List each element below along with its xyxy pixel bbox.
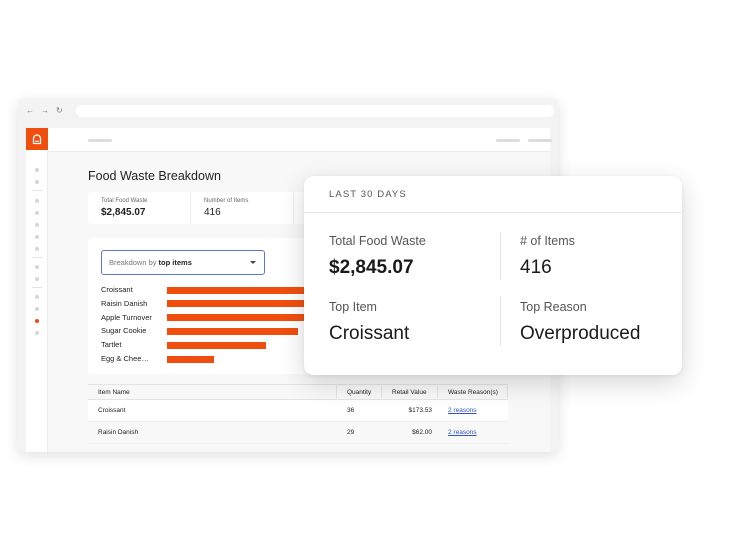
sidebar-item[interactable] <box>35 247 39 251</box>
stat-total-food-waste: Total Food Waste $2,845.07 <box>88 192 191 224</box>
summary-label: # of Items <box>520 234 575 248</box>
bar[interactable] <box>167 314 308 322</box>
header-placeholder[interactable] <box>496 139 520 142</box>
reasons-link[interactable]: 2 reasons <box>448 429 477 436</box>
sidebar-divider <box>32 190 42 191</box>
summary-number-of-items: # of Items 416 <box>520 234 575 279</box>
bar-label: Sugar Cookie <box>101 326 147 336</box>
sidebar-divider <box>32 257 42 258</box>
sidebar-item[interactable] <box>35 235 39 239</box>
sidebar-item[interactable] <box>35 180 39 184</box>
waste-reasons-cell: 2 reasons <box>438 429 508 436</box>
app-header <box>48 128 552 152</box>
summary-label: Top Reason <box>520 300 587 314</box>
bar-label: Croissant <box>101 285 133 294</box>
bar-label: Tartlet <box>101 340 122 350</box>
sidebar-item[interactable] <box>35 265 39 269</box>
summary-divider <box>500 232 501 280</box>
summary-total-food-waste: Total Food Waste $2,845.07 <box>329 234 426 279</box>
sidebar-item[interactable] <box>35 307 39 311</box>
table-row[interactable]: Raisin Danish 29 $62.00 2 reasons <box>88 422 508 444</box>
sidebar-item[interactable] <box>35 223 39 227</box>
table-header: Item Name Quantity Retail Value Waste Re… <box>88 384 508 400</box>
chef-hat-icon <box>32 134 42 145</box>
chevron-down-icon <box>250 261 256 264</box>
sidebar-item[interactable] <box>35 277 39 281</box>
browser-toolbar: ← → ↻ <box>18 98 558 124</box>
app-logo-icon[interactable] <box>26 128 48 150</box>
back-arrow-icon[interactable]: ← <box>26 106 34 115</box>
bar[interactable] <box>167 341 266 349</box>
bar-label: Egg & Chee… <box>101 354 149 363</box>
bar[interactable] <box>167 286 308 294</box>
item-name-cell: Raisin Danish <box>98 429 139 436</box>
column-header-quantity[interactable]: Quantity <box>337 385 382 399</box>
waste-reasons-cell: 2 reasons <box>438 407 508 414</box>
stat-value: 416 <box>204 207 221 218</box>
sidebar-divider <box>32 287 42 288</box>
forward-arrow-icon[interactable]: → <box>41 106 49 115</box>
sidebar-item[interactable] <box>35 331 39 335</box>
summary-value: Croissant <box>329 323 410 344</box>
bar[interactable] <box>167 327 298 335</box>
item-name-cell: Croissant <box>98 407 126 414</box>
bar[interactable] <box>167 355 214 363</box>
summary-value: Overproduced <box>520 323 641 344</box>
summary-label: Total Food Waste <box>329 234 426 248</box>
stat-number-of-items: Number of Items 416 <box>191 192 294 224</box>
summary-top-item: Top Item Croissant <box>329 300 409 345</box>
header-placeholder <box>88 139 112 142</box>
sidebar-item[interactable] <box>35 211 39 215</box>
summary-divider <box>500 296 501 346</box>
refresh-icon[interactable]: ↻ <box>56 106 63 115</box>
bar[interactable] <box>167 300 308 308</box>
quantity-cell: 36 <box>347 407 355 414</box>
stat-label: Total Food Waste <box>101 198 148 204</box>
breakdown-dropdown[interactable]: Breakdown by top items <box>101 250 265 275</box>
summary-card: LAST 30 DAYS Total Food Waste $2,845.07 … <box>304 176 682 375</box>
waste-table: Item Name Quantity Retail Value Waste Re… <box>88 384 508 444</box>
bar-label: Apple Turnover <box>101 312 152 322</box>
retail-value-cell: $173.53 <box>408 407 433 414</box>
quantity-cell: 29 <box>347 429 355 436</box>
address-bar[interactable] <box>75 105 554 117</box>
column-header-item-name[interactable]: Item Name <box>88 385 337 399</box>
summary-label: Top Item <box>329 300 377 314</box>
reasons-link[interactable]: 2 reasons <box>448 407 477 414</box>
app-sidebar <box>26 128 48 452</box>
retail-value-cell: $62.00 <box>412 429 432 436</box>
header-placeholder[interactable] <box>528 139 552 142</box>
table-row[interactable]: Croissant 36 $173.53 2 reasons <box>88 400 508 422</box>
sidebar-item[interactable] <box>35 168 39 172</box>
stat-value: $2,845.07 <box>101 207 146 218</box>
bar-label: Raisin Danish <box>101 298 148 308</box>
column-header-waste-reasons[interactable]: Waste Reason(s) <box>438 385 508 399</box>
breakdown-prefix: Breakdown by <box>109 258 157 267</box>
sidebar-item[interactable] <box>35 199 39 203</box>
summary-value: $2,845.07 <box>329 257 414 278</box>
summary-period: LAST 30 DAYS <box>304 176 682 213</box>
summary-top-reason: Top Reason Overproduced <box>520 300 640 345</box>
breakdown-selected: top items <box>158 258 192 267</box>
summary-value: 416 <box>520 257 552 278</box>
stat-label: Number of Items <box>204 198 249 204</box>
sidebar-item[interactable] <box>35 295 39 299</box>
sidebar-item-food-waste[interactable] <box>35 319 39 323</box>
page-title: Food Waste Breakdown <box>88 169 221 183</box>
column-header-retail-value[interactable]: Retail Value <box>382 385 438 399</box>
